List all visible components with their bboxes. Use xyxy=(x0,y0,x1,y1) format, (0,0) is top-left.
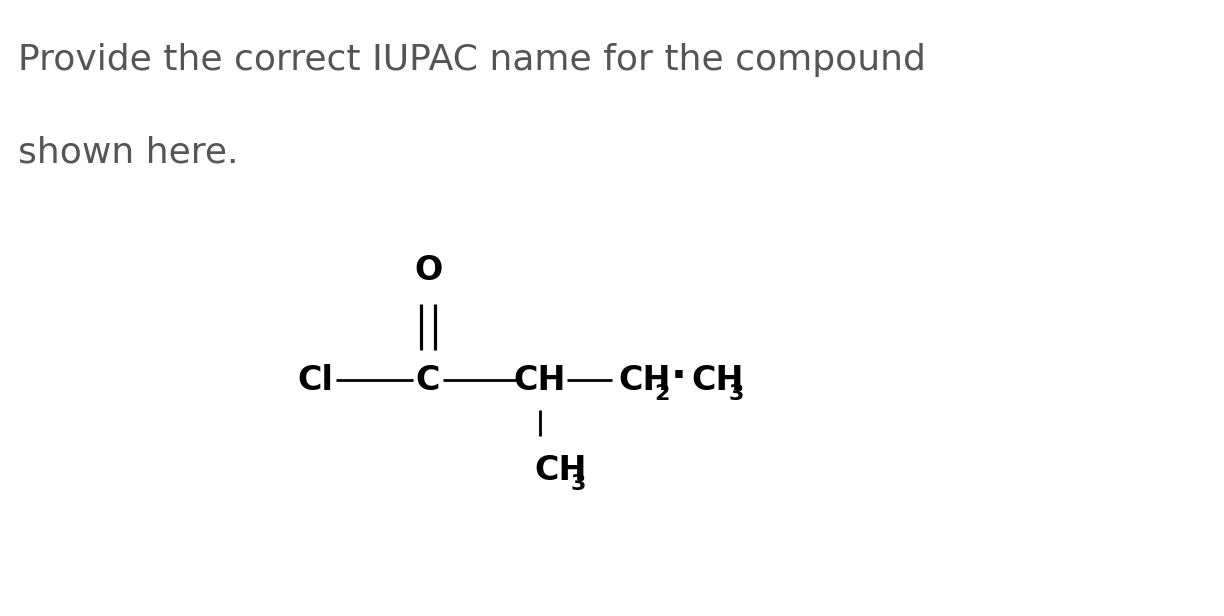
Text: shown here.: shown here. xyxy=(18,136,239,169)
Text: Provide the correct IUPAC name for the compound: Provide the correct IUPAC name for the c… xyxy=(18,43,927,77)
Text: 3: 3 xyxy=(728,384,743,403)
Text: CH: CH xyxy=(534,453,586,487)
Text: CH: CH xyxy=(618,363,671,397)
Text: 3: 3 xyxy=(570,474,586,493)
Text: CH: CH xyxy=(692,363,744,397)
Text: O: O xyxy=(414,254,442,286)
Text: C: C xyxy=(416,363,441,397)
Text: Cl: Cl xyxy=(297,363,333,397)
Text: 2: 2 xyxy=(655,384,670,403)
Text: ·: · xyxy=(671,356,687,398)
Text: CH: CH xyxy=(514,363,567,397)
